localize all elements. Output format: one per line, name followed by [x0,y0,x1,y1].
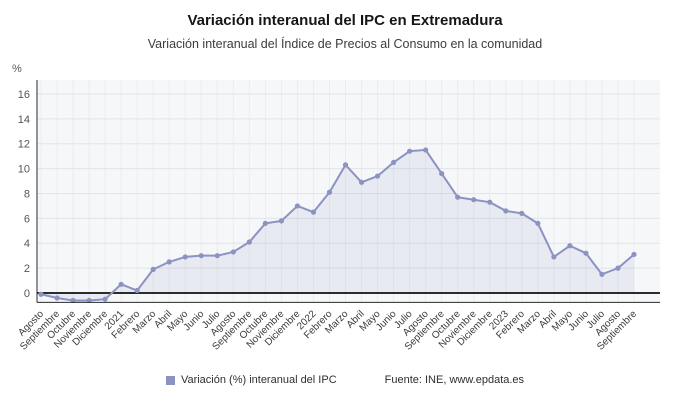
data-point [214,253,220,259]
legend-label: Variación (%) interanual del IPC [180,374,337,386]
y-tick-label: 8 [24,188,30,200]
data-point [326,189,333,195]
y-tick-label: 14 [18,114,30,126]
data-point [102,296,108,302]
data-point [631,251,637,258]
data-point [374,173,381,179]
x-gridlines [40,80,635,303]
series-area [41,149,634,301]
data-point [487,199,493,205]
data-point [150,266,156,272]
y-tick-label: 4 [24,238,30,250]
data-point [310,209,317,215]
plot-background [37,80,660,303]
data-point [38,291,44,297]
chart-area: 0 2 4 6 8 10 12 14 16% Agosto Septiembre Octubre Nov… [0,58,690,364]
data-point [342,162,349,168]
data-point [70,297,76,304]
y-tick-label: 2 [24,263,30,275]
data-point [198,253,204,259]
data-point [118,281,124,287]
data-point [407,148,413,154]
chart-subtitle: Variación interanual del Índice de Preci… [147,37,543,51]
data-point [278,218,285,224]
data-point [294,203,301,209]
data-point [423,147,429,153]
data-point [471,197,477,203]
source-text: Fuente: INE, www.epdata.es [384,374,525,386]
y-tick-label: 0 [24,288,30,300]
data-point [262,220,268,226]
x-axis-labels: AgostoSeptiembreOctubreNoviembreDiciembr… [16,308,639,352]
data-point [551,254,557,260]
data-point [246,239,252,245]
data-point [615,265,621,271]
data-point [358,179,365,185]
data-point [230,249,236,255]
data-points [38,147,637,304]
data-point [567,243,573,249]
data-point [390,159,397,165]
data-point [86,297,92,304]
data-point [54,295,60,301]
y-axis-title: % [12,63,22,75]
data-point [439,170,445,177]
y-tick-label: 10 [18,164,30,176]
y-tick-labels: 0 2 4 6 8 10 12 14 16 [18,89,30,300]
y-tick-label: 6 [24,213,30,225]
chart-footer: Variación (%) interanual del IPC Fuente:… [0,374,690,386]
legend-marker-icon [165,375,175,385]
data-point [455,194,461,200]
series-line [40,148,635,302]
legend-item[interactable]: Variación (%) interanual del IPC [165,374,337,386]
y-tick-label: 12 [18,139,30,151]
data-point [599,271,605,277]
data-point [134,287,140,294]
ipc-line-chart: 0 2 4 6 8 10 12 14 16% AgostoSeptiembreOctubreNov… [12,63,660,353]
data-point [503,208,509,214]
y-gridlines [37,93,660,269]
data-point [535,220,541,226]
data-point [182,254,188,260]
chart-title: Variación interanual del IPC en Extremad… [187,12,503,29]
data-point [583,250,589,256]
y-tick-label: 16 [18,89,30,101]
data-point [519,210,525,216]
data-point [166,259,172,265]
